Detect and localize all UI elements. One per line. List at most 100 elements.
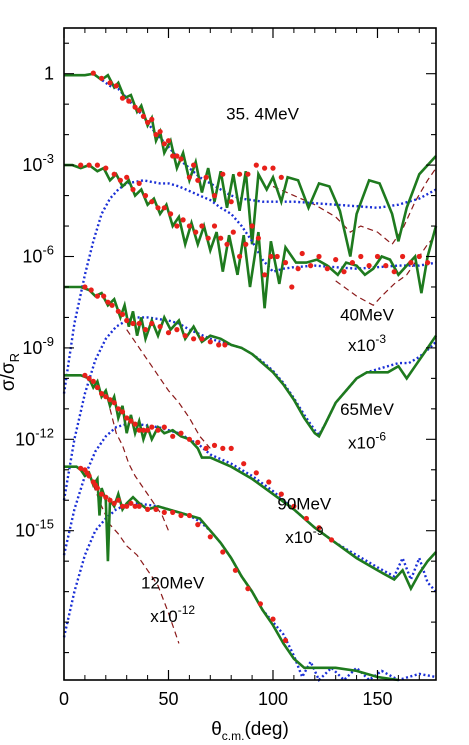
dashed-curve [126, 329, 211, 449]
y-tick-label-base: 10 [22, 155, 42, 175]
y-tick-label-base: 10 [15, 521, 35, 541]
dotted-blue-curve [62, 422, 437, 593]
data-point [255, 235, 261, 241]
data-point [270, 165, 276, 171]
data-point [341, 269, 347, 275]
data-point [366, 263, 372, 269]
data-point [94, 485, 100, 491]
data-point [128, 418, 134, 424]
data-point [145, 506, 151, 512]
data-point [109, 302, 115, 308]
data-point [149, 424, 155, 430]
data-point [408, 260, 414, 266]
data-point [416, 253, 422, 260]
x-tick-label: 50 [158, 689, 178, 709]
data-point [142, 193, 149, 199]
data-point [282, 260, 289, 266]
data-point [211, 193, 218, 199]
x-tick-label: 150 [362, 689, 392, 709]
data-point [140, 427, 146, 433]
y-axis-title: σ/σR [0, 353, 22, 391]
data-point [391, 269, 397, 275]
data-point [316, 525, 322, 531]
y-tick-label: 10-15 [15, 517, 54, 541]
data-point [113, 83, 119, 89]
y-tick-label: 10-3 [22, 151, 54, 175]
data-point [107, 80, 113, 86]
data-point [145, 119, 151, 125]
data-point [111, 500, 117, 506]
data-point [155, 205, 161, 211]
data-point [186, 512, 192, 519]
data-point [157, 324, 163, 330]
data-point [86, 473, 92, 479]
data-point [253, 470, 259, 476]
data-point [195, 177, 201, 183]
data-point [124, 174, 130, 180]
y-axis-title-sub: R [7, 353, 22, 362]
energy-annotation: 40MeV [340, 305, 395, 324]
data-point [291, 503, 297, 509]
data-point [86, 375, 92, 381]
dotted-blue-curve [62, 179, 437, 394]
green-solid-curve [64, 72, 437, 257]
data-point [124, 503, 130, 509]
data-point [228, 199, 234, 205]
data-point [195, 522, 201, 528]
data-point [358, 253, 364, 260]
data-point [199, 336, 205, 342]
data-point [203, 174, 209, 180]
x-tick-label: 100 [258, 689, 288, 709]
data-point [119, 409, 126, 415]
data-point [128, 500, 134, 506]
data-point [103, 494, 109, 500]
data-point [191, 162, 197, 168]
data-point [165, 330, 172, 336]
energy-annotation: x10-3 [348, 332, 386, 355]
x-axis-title-sub: c.m. [222, 729, 245, 743]
data-point [78, 465, 84, 471]
data-point [115, 308, 121, 314]
data-point [103, 394, 109, 400]
dotted-blue-curve [62, 502, 437, 683]
data-point [237, 171, 243, 177]
data-point [383, 263, 389, 269]
dataset-35.4MeV [64, 70, 437, 257]
data-point [101, 293, 107, 299]
y-tick-label: 10-9 [22, 334, 54, 358]
dataset-40MeV [62, 162, 438, 394]
annotation-text: x10 [150, 607, 177, 626]
energy-annotation: x10-6 [348, 429, 386, 452]
x-axis-title: θc.m.(deg) [211, 719, 289, 743]
data-point [149, 199, 155, 205]
data-point [161, 509, 167, 515]
y-tick-label-base: 10 [15, 429, 35, 449]
data-point [119, 95, 126, 101]
data-point [124, 415, 130, 421]
data-point [316, 253, 322, 260]
x-axis-title-unit: (deg) [244, 719, 288, 740]
data-point [90, 378, 96, 384]
data-point [220, 549, 226, 555]
data-point [180, 217, 186, 223]
data-point [253, 162, 259, 168]
green-solid-curve [64, 465, 399, 682]
y-tick-label-base: 10 [22, 247, 42, 267]
data-point [165, 138, 172, 144]
data-point [124, 317, 130, 324]
data-point [155, 427, 161, 433]
data-point [161, 424, 167, 430]
data-point [237, 253, 243, 260]
data-point [132, 421, 138, 427]
data-point [274, 253, 280, 260]
data-point [174, 153, 180, 159]
data-point [82, 284, 88, 290]
data-point [186, 436, 192, 442]
series-layer [62, 70, 438, 683]
y-tick-label: 1 [44, 64, 54, 84]
annotation-text: x10 [285, 528, 312, 547]
data-point [136, 427, 142, 433]
y-tick-label-exp: -12 [35, 425, 54, 440]
data-point [119, 503, 126, 509]
annotation-exp: -3 [375, 332, 386, 346]
